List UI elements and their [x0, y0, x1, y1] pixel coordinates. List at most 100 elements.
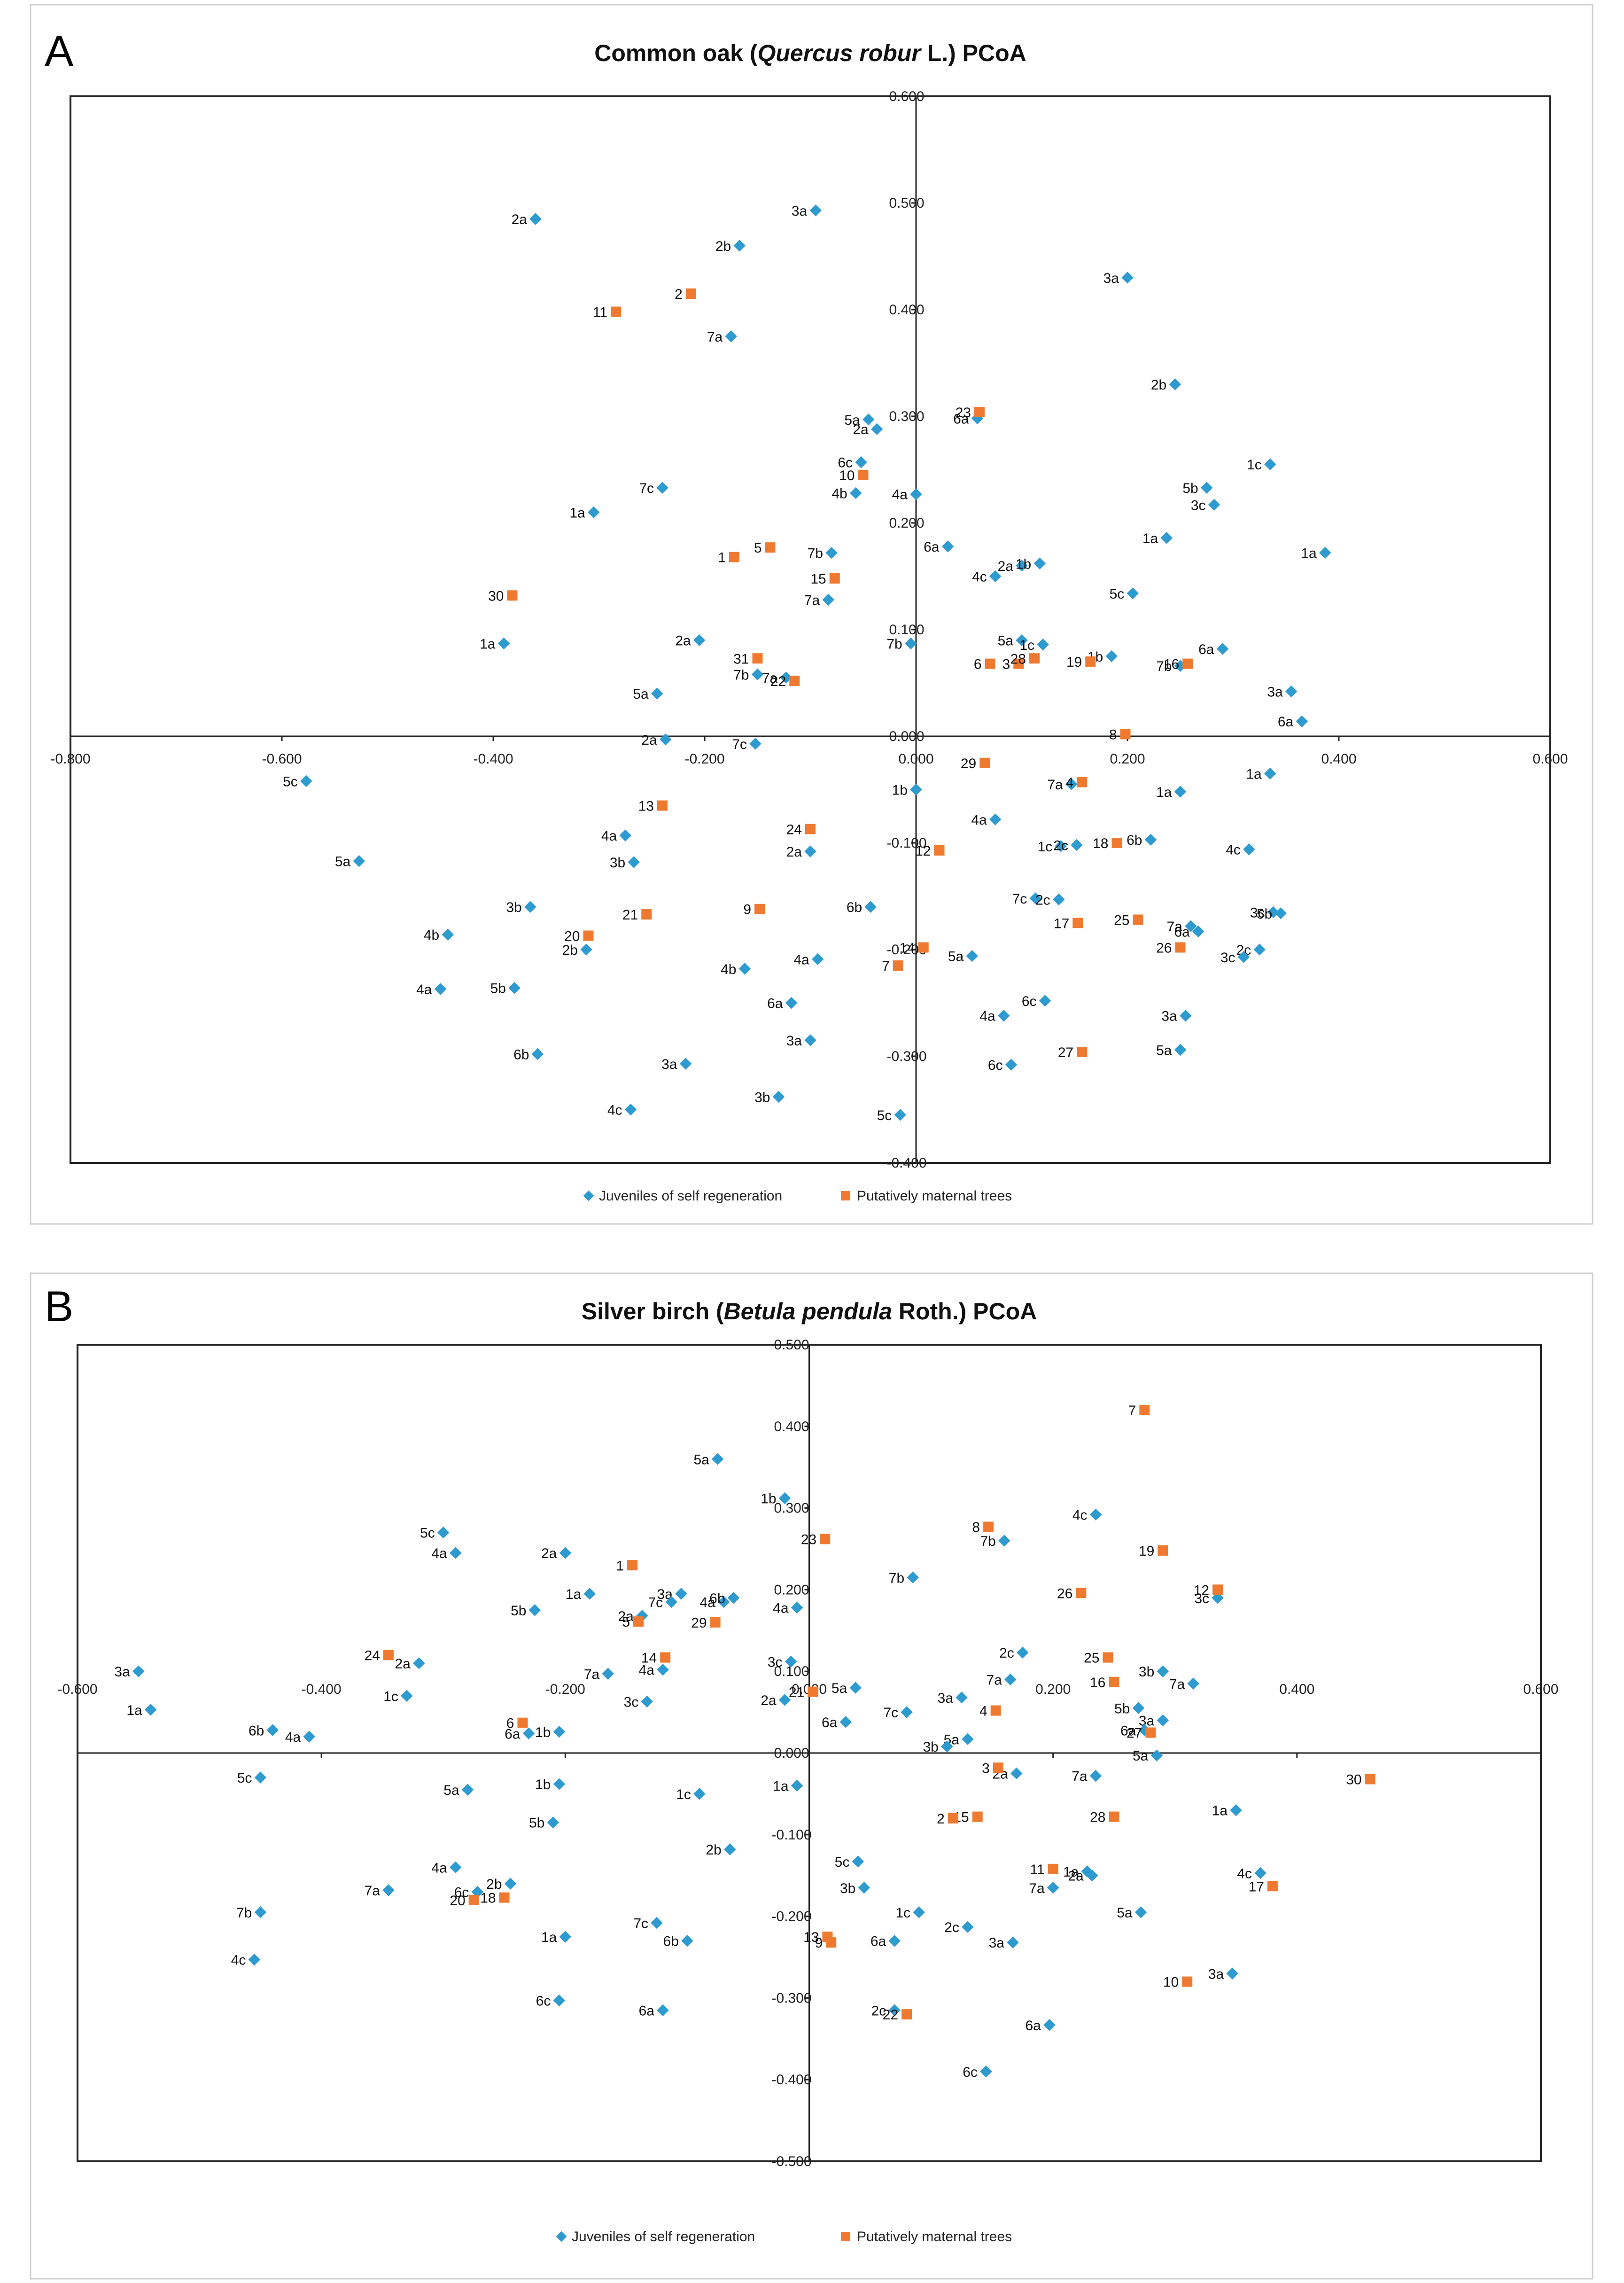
maternal-point [633, 1616, 644, 1627]
point-label: 24 [786, 822, 802, 837]
maternal-point [948, 1813, 958, 1824]
point-label: 5 [622, 1614, 630, 1630]
point-label: 20 [450, 1893, 465, 1909]
point-label: 5c [835, 1854, 850, 1870]
point-label: 4a [793, 952, 809, 967]
point-label: 7a [1029, 1881, 1045, 1896]
point-label: 5b [529, 1815, 544, 1831]
point-label: 28 [1090, 1810, 1105, 1825]
point-label: 1a [569, 505, 585, 521]
maternal-point [826, 1937, 837, 1948]
maternal-point [985, 658, 995, 669]
maternal-point [1111, 838, 1122, 848]
maternal-point [1109, 1676, 1119, 1687]
point-label: 6a [1278, 714, 1294, 730]
panel-b-letter: B [45, 1283, 73, 1331]
point-label: 2a [641, 732, 657, 748]
point-label: 4a [431, 1546, 447, 1561]
maternal-point [974, 406, 985, 417]
point-label: 1a [1212, 1803, 1228, 1819]
point-label: 7c [639, 481, 654, 496]
point-label: 4c [607, 1103, 622, 1118]
point-label: 6b [1127, 833, 1142, 848]
point-label: 3b [1139, 1664, 1154, 1680]
panel-a-common-oak: A Common oak (Quercus robur L.) PCoA -0.80… [30, 4, 1593, 1225]
point-label: 6a [639, 2003, 655, 2018]
point-label: 3a [114, 1664, 130, 1680]
point-label: 4c [231, 1953, 246, 1968]
chart-a-x-tick-label: 0.600 [1532, 751, 1568, 767]
point-label: 4a [773, 1601, 789, 1616]
maternal-point [1365, 1774, 1375, 1784]
maternal-point [1158, 1545, 1168, 1556]
point-label: 2b [486, 1877, 502, 1892]
point-label: 2a [512, 212, 528, 227]
maternal-point [983, 1521, 994, 1532]
point-label: 15 [810, 571, 826, 587]
point-label: 6a [953, 412, 969, 427]
panel-a-frame [30, 4, 1593, 1225]
point-label: 7c [732, 737, 747, 752]
legend-maternal-label: Putatively maternal trees [857, 2229, 1012, 2244]
point-label: 6a [1120, 1723, 1136, 1738]
juvenile-point [1150, 1749, 1163, 1761]
point-label: 11 [1030, 1862, 1045, 1878]
point-label: 17 [1249, 1879, 1264, 1894]
point-label: 5a [948, 949, 964, 965]
point-label: 17 [1054, 916, 1069, 931]
point-label: 6a [1198, 642, 1214, 657]
chart-a-y-tick-label: 0.600 [889, 89, 924, 104]
point-label: 6a [924, 539, 940, 555]
chart-a-series-maternal: 2 11 23 10 5 1 15 30 31 22 6 3 28 19 16 8 29 4 13 24 12 18 9 21… [488, 287, 1193, 1060]
panel-a-letter: A [45, 27, 74, 75]
point-label: 5a [1133, 1748, 1149, 1764]
chart-b-y-tick-label: -0.100 [771, 1827, 811, 1843]
point-label: 1a [1142, 531, 1158, 546]
maternal-point [934, 845, 945, 856]
juvenile-point [1230, 1804, 1242, 1816]
point-label: 2c [1035, 892, 1050, 908]
point-label: 3c [1220, 950, 1235, 966]
point-label: 5a [1156, 1043, 1172, 1058]
chart-b-y-tick-label: 0.200 [774, 1582, 809, 1597]
chart-b-y-tick-label: 0.000 [774, 1745, 809, 1761]
point-label: 7a [804, 592, 820, 608]
maternal-point [918, 942, 929, 953]
point-label: 6a [870, 1934, 886, 1949]
maternal-point [1103, 1652, 1113, 1663]
chart-b-y-tick-label: -0.500 [771, 2154, 811, 2169]
point-label: 4b [424, 927, 439, 943]
point-label: 1a [773, 1779, 789, 1794]
point-label: 5c [237, 1770, 252, 1786]
point-label: 6b [513, 1047, 529, 1062]
point-label: 7a [707, 329, 723, 345]
point-label: 5b [1114, 1701, 1130, 1716]
chart-b-x-tick-label: 0.600 [1523, 1682, 1558, 1697]
chart-a-x-tick-label: -0.400 [473, 751, 513, 767]
point-label: 6c [454, 1885, 469, 1900]
point-label: 3c [1250, 905, 1265, 921]
maternal-point [611, 306, 621, 317]
juvenile-point [1039, 995, 1051, 1007]
maternal-point [901, 2009, 912, 2020]
chart-b-x-tick-label: -0.200 [545, 1682, 585, 1697]
point-label: 4a [699, 1595, 715, 1610]
point-label: 2a [395, 1656, 411, 1672]
juvenile-point [528, 1604, 541, 1616]
point-label: 4b [831, 486, 847, 501]
point-label: 6c [1022, 994, 1037, 1009]
point-label: 7b [980, 1534, 995, 1549]
point-label: 22 [883, 2007, 898, 2023]
point-label: 1c [1038, 839, 1053, 855]
chart-b-x-tick-label: -0.600 [57, 1682, 97, 1697]
chart-b-y-tick-label: 0.400 [774, 1419, 809, 1434]
point-label: 4 [979, 1704, 987, 1719]
maternal-point [583, 930, 594, 941]
maternal-point [660, 1652, 671, 1663]
point-label: 7c [633, 1916, 648, 1932]
maternal-point [752, 653, 763, 664]
chart-a-title: Common oak (Quercus robur L.) PCoA [594, 40, 1026, 66]
point-label: 3b [610, 855, 625, 871]
juvenile-point [254, 1771, 267, 1784]
point-label: 1a [126, 1703, 142, 1718]
